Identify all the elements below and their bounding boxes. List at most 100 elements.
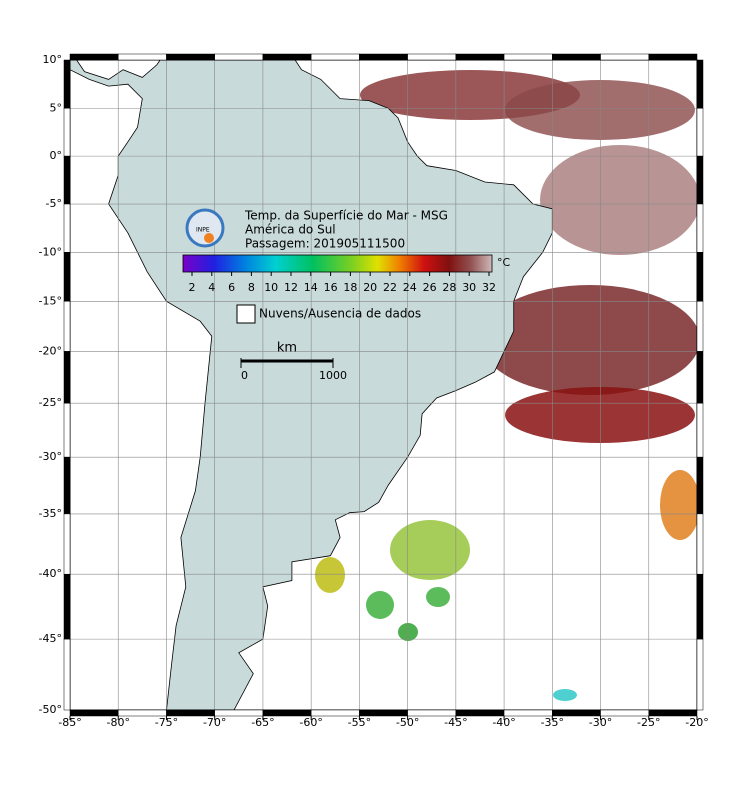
sst-patch (366, 591, 394, 619)
frame-segment (552, 53, 601, 61)
y-tick-label: -45° (39, 632, 62, 645)
x-tick-label: -50° (396, 716, 419, 729)
frame-segment (63, 402, 71, 458)
frame-segment (696, 252, 704, 302)
frame-segment (696, 155, 704, 205)
frame-segment (63, 252, 71, 302)
x-tick-label: -80° (106, 716, 129, 729)
title-line: América do Sul (245, 223, 336, 237)
x-tick-label: -70° (203, 716, 226, 729)
frame-segment (63, 513, 71, 575)
sst-patch (390, 520, 470, 580)
scale-label: 0 (241, 369, 248, 382)
x-tick-label: -35° (541, 716, 564, 729)
x-tick-label: -45° (444, 716, 467, 729)
y-tick-label: -25° (39, 396, 62, 409)
frame-segment (63, 155, 71, 205)
colorbar-tick-label: 10 (264, 281, 278, 294)
frame-segment (63, 456, 71, 515)
frame-segment (696, 402, 704, 458)
y-tick-label: 0° (50, 149, 63, 162)
sst-patch (553, 689, 577, 701)
frame-segment (696, 638, 704, 711)
sst-patch (660, 470, 697, 540)
frame-segment (262, 53, 312, 61)
x-tick-label: -75° (155, 716, 178, 729)
frame-segment (696, 301, 704, 352)
logo-dot (204, 233, 214, 243)
colorbar-tick-label: 8 (248, 281, 255, 294)
frame-segment (696, 351, 704, 404)
frame-segment (359, 53, 408, 61)
y-tick-label: 10° (43, 53, 63, 66)
colorbar-tick-label: 30 (462, 281, 476, 294)
colorbar-tick-label: 16 (324, 281, 338, 294)
frame-segment (63, 203, 71, 253)
colorbar-tick-label: 4 (208, 281, 215, 294)
frame-segment (648, 53, 698, 61)
y-tick-label: -35° (39, 507, 62, 520)
colorbar-tick-label: 20 (363, 281, 377, 294)
y-tick-label: -10° (39, 245, 62, 258)
title-line: Passagem: 201905111500 (245, 237, 405, 251)
x-tick-label: -60° (299, 716, 322, 729)
x-tick-label: -30° (589, 716, 612, 729)
x-tick-label: -55° (348, 716, 371, 729)
frame-segment (696, 513, 704, 575)
sst-patch (480, 285, 697, 395)
legend-label: Nuvens/Ausencia de dados (259, 307, 421, 321)
colorbar-tick-label: 28 (442, 281, 456, 294)
sst-patch (315, 557, 345, 593)
frame-segment (69, 53, 119, 61)
colorbar-tick-label: 2 (189, 281, 196, 294)
title-line: Temp. da Superfície do Mar - MSG (244, 209, 448, 223)
frame-segment (63, 301, 71, 352)
frame-segment (63, 638, 71, 711)
frame-segment (696, 456, 704, 515)
colorbar-tick-label: 6 (228, 281, 235, 294)
colorbar-unit: °C (497, 256, 511, 269)
logo-text: INPE (196, 227, 210, 234)
frame-segment (696, 108, 704, 157)
frame-segment (166, 53, 215, 61)
scale-unit: km (277, 341, 297, 356)
y-tick-label: -15° (39, 294, 62, 307)
frame-segment (407, 53, 457, 61)
y-tick-label: -5° (46, 197, 62, 210)
x-tick-label: -20° (685, 716, 708, 729)
frame-segment (63, 573, 71, 640)
colorbar-tick-label: 26 (423, 281, 437, 294)
frame-segment (310, 53, 360, 61)
colorbar-tick-label: 12 (284, 281, 298, 294)
legend-swatch (236, 304, 256, 324)
scale-label: 1000 (319, 369, 347, 382)
frame-segment (696, 59, 704, 109)
logo (185, 208, 225, 248)
frame-segment (503, 53, 553, 61)
colorbar-tick-label: 22 (383, 281, 397, 294)
x-tick-label: -85° (58, 716, 81, 729)
y-tick-label: 5° (50, 101, 63, 114)
colorbar (182, 254, 493, 273)
colorbar-tick-label: 14 (304, 281, 318, 294)
plot-area (70, 60, 697, 710)
frame-segment (214, 53, 264, 61)
x-tick-label: -25° (637, 716, 660, 729)
frame-segment (696, 573, 704, 640)
sst-patch (540, 145, 697, 255)
frame-segment (455, 53, 505, 61)
sst-patch (426, 587, 450, 607)
frame-segment (63, 59, 71, 109)
y-tick-label: -30° (39, 450, 62, 463)
frame-segment (648, 709, 698, 717)
frame-segment (63, 351, 71, 404)
sst-patch (505, 387, 695, 443)
y-tick-label: -40° (39, 567, 62, 580)
y-tick-label: -20° (39, 344, 62, 357)
frame-segment (600, 53, 650, 61)
sst-patch (398, 623, 418, 641)
y-tick-label: -50° (39, 703, 62, 716)
colorbar-tick-label: 18 (343, 281, 357, 294)
sst-patch (505, 80, 695, 140)
